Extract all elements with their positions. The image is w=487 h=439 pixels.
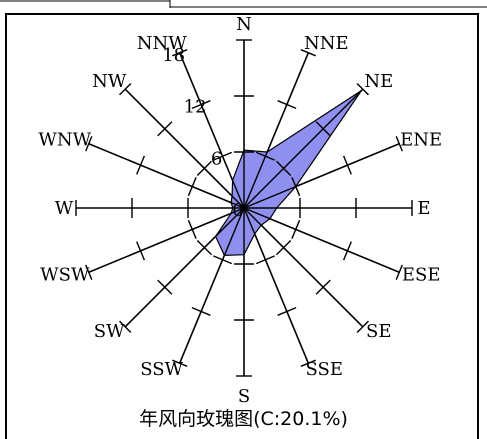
spoke-wsw bbox=[88, 207, 245, 274]
tick-wnw-6 bbox=[187, 177, 197, 197]
radial-tick-label-6: 6 bbox=[211, 148, 222, 169]
direction-label-ese: ESE bbox=[402, 264, 441, 285]
direction-label-nw: NW bbox=[92, 71, 127, 92]
direction-labels: N NNE NE ENE E ESE SE SSE S SSW SW WSW W WNW NW NNW bbox=[38, 14, 442, 407]
direction-label-se: SE bbox=[366, 321, 391, 342]
tick-ene-18 bbox=[395, 136, 403, 152]
direction-label-wsw: WSW bbox=[40, 264, 90, 285]
value-ray-nw bbox=[231, 195, 245, 209]
value-ray-se bbox=[243, 207, 262, 226]
tick-ene-6 bbox=[291, 177, 301, 197]
tick-se-12 bbox=[315, 279, 331, 295]
tick-ssw-18 bbox=[172, 359, 188, 367]
tick-se-18 bbox=[356, 320, 369, 333]
tick-sw-18 bbox=[119, 320, 132, 333]
tick-nw-18 bbox=[119, 83, 132, 96]
tick-ssw-12 bbox=[191, 306, 211, 316]
tick-nne-6 bbox=[255, 151, 275, 161]
direction-label-sw: SW bbox=[94, 321, 125, 342]
tick-wsw-6 bbox=[187, 219, 197, 239]
value-ray-ene bbox=[243, 185, 296, 209]
direction-label-s: S bbox=[238, 386, 250, 407]
value-ray-sse bbox=[243, 207, 256, 235]
tick-nnw-12 bbox=[191, 100, 211, 110]
direction-label-nnw: NNW bbox=[137, 33, 188, 54]
tick-wnw-12 bbox=[136, 155, 146, 175]
spoke-se bbox=[243, 207, 364, 328]
tick-sw-6 bbox=[196, 240, 212, 256]
direction-label-n: N bbox=[236, 14, 252, 35]
value-ray-sw bbox=[215, 207, 245, 237]
tick-ese-12 bbox=[342, 241, 352, 261]
spoke-wnw bbox=[88, 142, 245, 209]
tick-wsw-12 bbox=[136, 241, 146, 261]
value-ray-wsw bbox=[230, 207, 245, 215]
direction-label-nne: NNE bbox=[304, 33, 349, 54]
value-ray-ese bbox=[243, 207, 271, 220]
tick-ssw-6 bbox=[213, 255, 233, 265]
tick-sse-6 bbox=[255, 255, 275, 265]
value-ray-nnw bbox=[231, 180, 245, 209]
direction-label-ssw: SSW bbox=[140, 359, 183, 380]
radial-tick-label-12: 12 bbox=[184, 97, 207, 118]
radial-ticks bbox=[75, 39, 413, 377]
tick-nne-12 bbox=[277, 100, 297, 110]
tick-sse-12 bbox=[277, 306, 297, 316]
tick-ne-18 bbox=[356, 83, 369, 96]
tick-nw-12 bbox=[157, 121, 173, 137]
tick-ese-18 bbox=[395, 264, 403, 280]
tick-wnw-18 bbox=[85, 136, 93, 152]
tick-nw-6 bbox=[196, 160, 212, 176]
direction-label-ene: ENE bbox=[400, 130, 442, 151]
tick-sw-12 bbox=[157, 279, 173, 295]
radial-tick-label-0: 0 bbox=[232, 200, 243, 221]
value-ray-ssw bbox=[223, 207, 245, 256]
tick-wsw-18 bbox=[85, 264, 93, 280]
tick-nne-18 bbox=[300, 49, 316, 57]
tick-ne-12 bbox=[315, 121, 331, 137]
direction-label-ne: NE bbox=[364, 71, 393, 92]
direction-label-e: E bbox=[417, 198, 430, 219]
tick-sse-18 bbox=[300, 359, 316, 367]
direction-label-sse: SSE bbox=[306, 359, 344, 380]
direction-label-wnw: WNW bbox=[38, 130, 91, 151]
value-ray-nne bbox=[243, 151, 268, 209]
direction-label-w: W bbox=[55, 198, 74, 219]
tick-se-6 bbox=[276, 240, 292, 256]
value-ray-wnw bbox=[230, 201, 245, 209]
tick-nnw-18 bbox=[172, 49, 188, 57]
radial-tick-labels: 0 6 12 18 bbox=[162, 45, 243, 221]
tick-ene-12 bbox=[342, 155, 352, 175]
tick-nnw-6 bbox=[213, 151, 233, 161]
spoke-nw bbox=[124, 88, 245, 209]
value-ray-ne bbox=[243, 90, 362, 209]
radial-tick-label-18: 18 bbox=[162, 45, 185, 66]
tick-ne-6 bbox=[276, 160, 292, 176]
tick-ese-6 bbox=[291, 219, 301, 239]
chart-title: 年风向玫瑰图(C:20.1%) bbox=[139, 408, 348, 430]
